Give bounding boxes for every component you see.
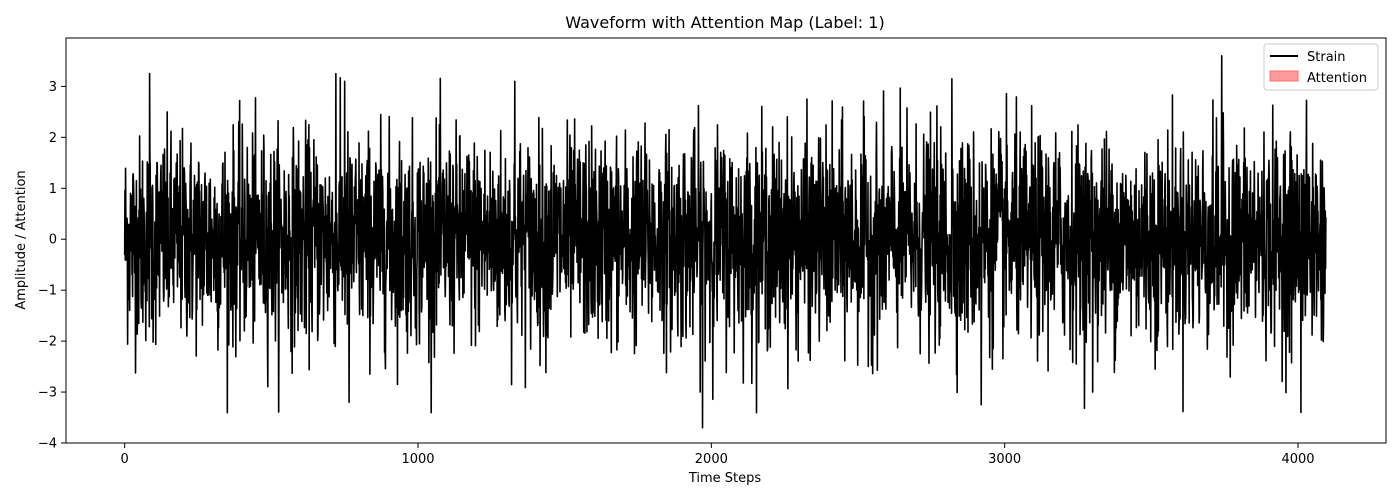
strain-series (123, 55, 1327, 429)
strain-line (123, 55, 1327, 429)
x-tick-label: 3000 (988, 452, 1021, 467)
plot-area (65, 37, 1387, 444)
y-tick-label: 0 (49, 233, 57, 248)
legend-strain-label: Strain (1307, 50, 1346, 65)
y-tick-label: 2 (49, 131, 57, 146)
x-tick-label: 1000 (401, 452, 434, 467)
y-axis-label: Amplitude / Attention (14, 170, 29, 309)
y-tick-label: −1 (38, 284, 57, 299)
chart-title: Waveform with Attention Map (Label: 1) (565, 13, 884, 32)
y-tick-label: −3 (38, 386, 57, 401)
x-axis-label: Time Steps (688, 471, 762, 486)
y-tick-label: −2 (38, 335, 57, 350)
y-axis: −4 −3 −2 −1 0 1 2 3 (38, 80, 66, 452)
x-tick-label: 4000 (1281, 452, 1314, 467)
legend: Strain Attention (1263, 43, 1379, 91)
legend-attention-label: Attention (1307, 71, 1367, 86)
y-tick-label: 3 (49, 80, 57, 95)
y-tick-label: 1 (49, 182, 57, 197)
legend-attention-swatch (1269, 70, 1299, 82)
x-tick-label: 0 (121, 452, 129, 467)
y-tick-label: −4 (38, 437, 57, 452)
x-tick-label: 2000 (695, 452, 728, 467)
x-axis: 0 1000 2000 3000 4000 (121, 443, 1315, 467)
